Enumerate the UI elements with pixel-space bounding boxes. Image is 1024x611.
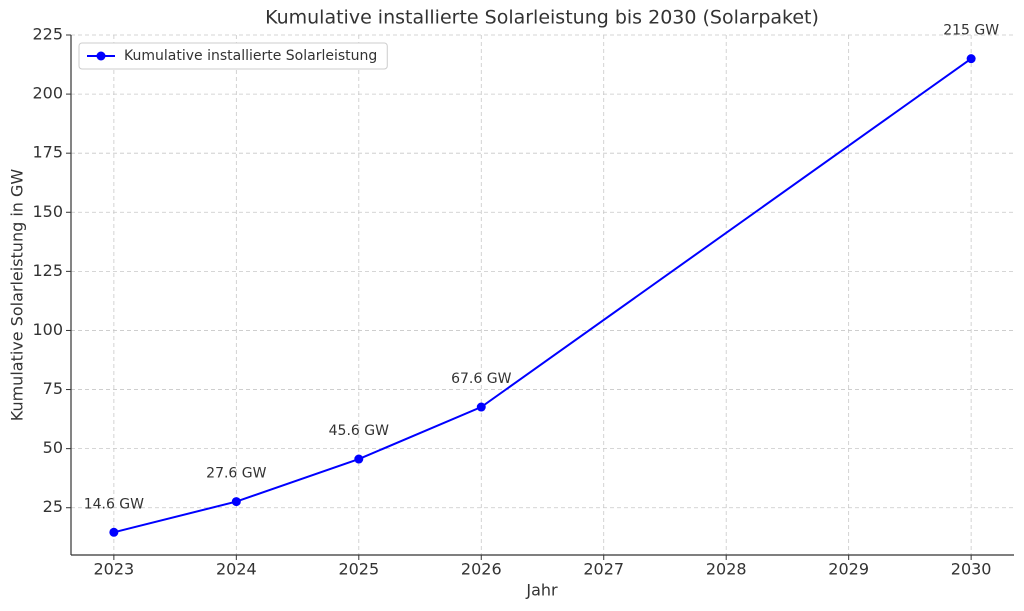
point <box>966 54 976 64</box>
x-tick-label: 2025 <box>338 560 379 579</box>
legend: Kumulative installierte Solarleistung <box>78 42 388 70</box>
point <box>231 497 241 507</box>
x-tick-label: 2026 <box>461 560 502 579</box>
x-tick-label: 2030 <box>951 560 992 579</box>
value-label: 215 GW <box>943 23 999 39</box>
y-tick-label: 175 <box>32 143 63 162</box>
y-tick-label: 200 <box>32 84 63 103</box>
value-label: 27.6 GW <box>206 466 266 482</box>
y-tick-label: 150 <box>32 202 63 221</box>
value-label: 14.6 GW <box>84 496 144 512</box>
x-tick-label: 2028 <box>706 560 747 579</box>
y-tick-label: 75 <box>43 379 63 398</box>
point <box>109 527 119 537</box>
y-tick-label: 25 <box>43 497 63 516</box>
legend-label: Kumulative installierte Solarleistung <box>124 48 377 64</box>
point <box>354 454 364 464</box>
point <box>476 402 486 412</box>
legend-box <box>78 42 388 70</box>
legend-marker <box>96 51 106 61</box>
y-tick-label: 100 <box>32 320 63 339</box>
x-axis-label: Jahr <box>525 581 558 600</box>
x-tick-label: 2027 <box>583 560 624 579</box>
x-tick-label: 2023 <box>94 560 135 579</box>
y-tick-label: 50 <box>43 438 63 457</box>
x-tick-label: 2024 <box>216 560 257 579</box>
chart-title: Kumulative installierte Solarleistung bi… <box>265 7 819 29</box>
y-axis-label: Kumulative Solarleistung in GW <box>8 169 27 422</box>
value-label: 45.6 GW <box>329 423 389 439</box>
y-tick-label: 125 <box>32 261 63 280</box>
x-tick-label: 2029 <box>828 560 869 579</box>
value-label: 67.6 GW <box>451 371 511 387</box>
y-tick-label: 225 <box>32 25 63 44</box>
